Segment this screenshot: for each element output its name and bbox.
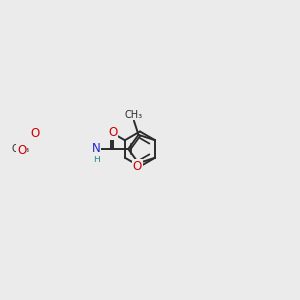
Text: O: O — [108, 126, 117, 139]
Text: O: O — [133, 160, 142, 173]
Text: CH₃: CH₃ — [125, 110, 143, 120]
Text: O: O — [17, 143, 26, 157]
Text: F: F — [106, 126, 113, 139]
Text: O: O — [30, 127, 40, 140]
Text: N: N — [92, 142, 100, 155]
Text: H: H — [93, 155, 100, 164]
Text: CH₃: CH₃ — [12, 144, 30, 154]
